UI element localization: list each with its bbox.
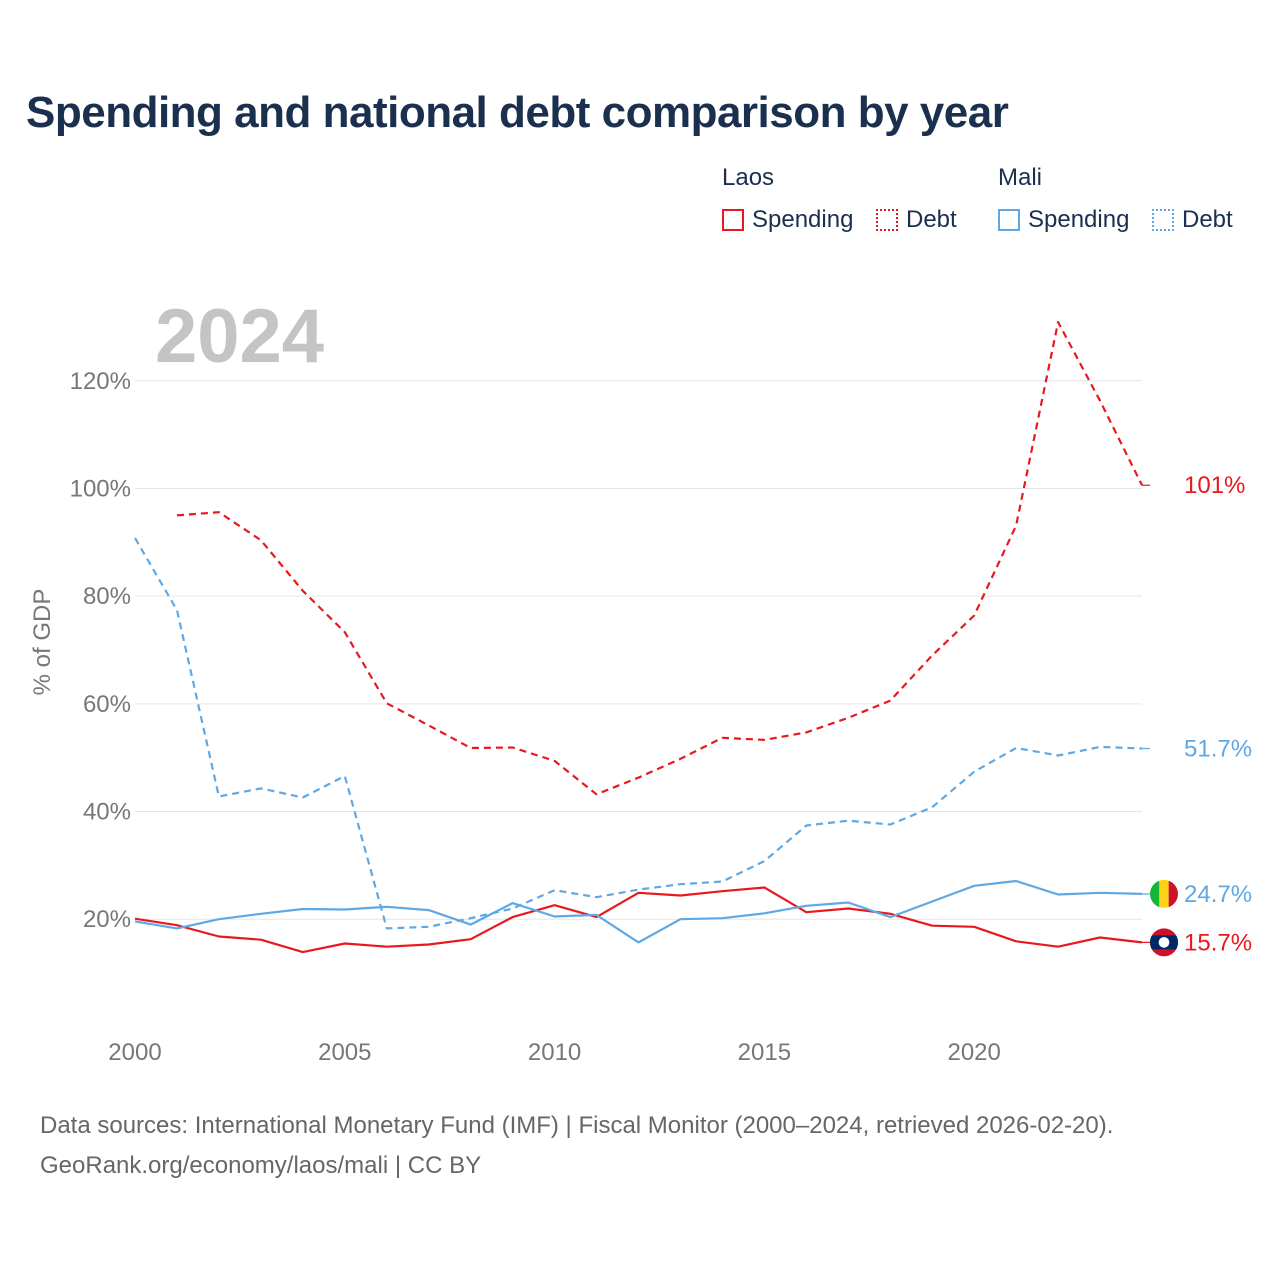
y-tick-label: 120%: [70, 368, 131, 395]
series-line-laos-spending: [134, 886, 1143, 954]
legend-swatch-solid-icon: [722, 209, 744, 231]
end-value-label: 51.7%: [1184, 736, 1252, 763]
grid-layer: [135, 380, 1142, 920]
end-markers: 15.7% 101% 24.7% 51.7%: [1142, 471, 1252, 957]
y-axis: 20% 40% 60% 80% 100% 120%: [70, 368, 131, 933]
legend-item-mali-debt[interactable]: Debt: [1152, 206, 1233, 234]
x-axis: 2000 2005 2010 2015 2020: [108, 1039, 1001, 1066]
legend-group-laos: Laos Spending Debt: [722, 164, 982, 236]
y-tick-label: 60%: [83, 691, 131, 718]
legend-label: Spending: [752, 206, 854, 233]
year-watermark: 2024: [155, 294, 324, 379]
legend-item-laos-spending[interactable]: Spending: [722, 206, 853, 234]
legend-group-mali: Mali Spending Debt: [998, 164, 1268, 236]
legend-label: Debt: [906, 206, 957, 233]
y-axis-label: % of GDP: [29, 589, 56, 696]
chart-title: Spending and national debt comparison by…: [26, 88, 1009, 137]
legend-label: Spending: [1028, 206, 1130, 233]
series-line-mali-debt: [134, 537, 1143, 930]
y-tick-label: 40%: [83, 799, 131, 826]
legend-swatch-dotted-icon: [876, 209, 898, 231]
flag-laos-icon: [1150, 928, 1178, 957]
legend-country-laos: Laos: [722, 164, 775, 191]
x-tick-label: 2005: [318, 1039, 371, 1066]
y-tick-label: 20%: [83, 906, 131, 933]
series-line-laos-debt: [176, 321, 1143, 796]
legend-swatch-solid-icon: [998, 209, 1020, 231]
legend-label: Debt: [1182, 206, 1233, 233]
y-tick-label: 100%: [70, 475, 131, 502]
footer: Data sources: International Monetary Fun…: [40, 1106, 1113, 1186]
legend-swatch-dotted-icon: [1152, 209, 1174, 231]
x-tick-label: 2020: [947, 1039, 1000, 1066]
end-value-label: 101%: [1184, 472, 1245, 499]
flag-laos-icon: [1150, 471, 1178, 499]
legend-item-laos-debt[interactable]: Debt: [876, 206, 957, 234]
end-value-label: 15.7%: [1184, 929, 1252, 956]
data-source-note: Data sources: International Monetary Fun…: [40, 1112, 1114, 1139]
end-value-label: 24.7%: [1184, 881, 1252, 908]
x-tick-label: 2010: [528, 1039, 581, 1066]
y-tick-label: 80%: [83, 583, 131, 610]
flag-mali-icon: [1150, 735, 1178, 763]
legend-item-mali-spending[interactable]: Spending: [998, 206, 1129, 234]
series-line-mali-spending: [134, 879, 1143, 944]
x-tick-label: 2000: [108, 1039, 161, 1066]
series-layer: [134, 321, 1143, 954]
source-url[interactable]: GeoRank.org/economy/laos/mali | CC BY: [40, 1152, 482, 1179]
legend-country-mali: Mali: [998, 164, 1043, 191]
line-chart: 2024 20%40%60%80%100%120% % of GDP 2000 2…: [29, 294, 1252, 1066]
x-tick-label: 2015: [738, 1039, 791, 1066]
flag-mali-icon: [1150, 879, 1178, 908]
